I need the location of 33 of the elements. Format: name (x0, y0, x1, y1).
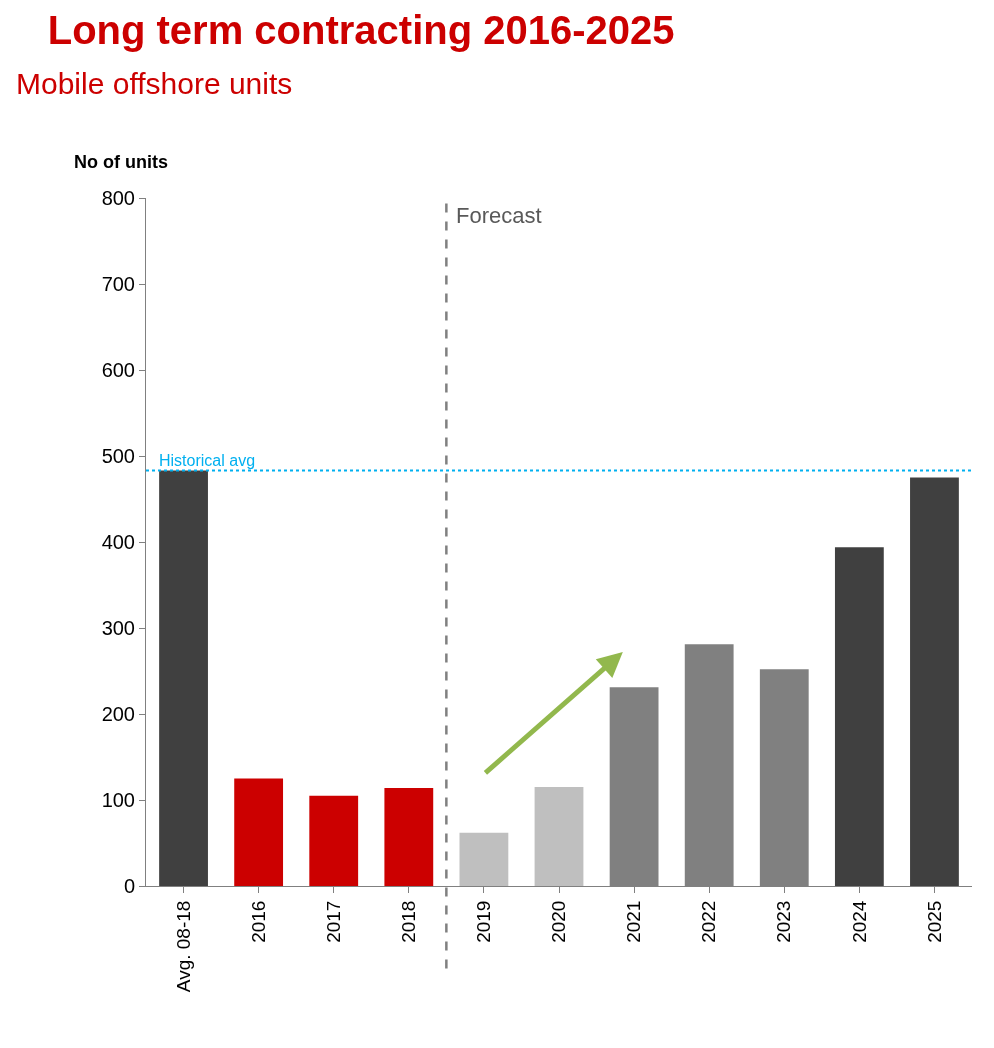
x-tick-label: 2017 (322, 900, 344, 943)
x-tick-label: 2016 (247, 900, 269, 943)
y-tick-label: 500 (101, 445, 135, 467)
chart-subtitle: Mobile offshore units (16, 67, 293, 100)
bar (309, 795, 359, 886)
y-tick-label: 100 (101, 789, 135, 811)
y-tick-label: 700 (101, 273, 135, 295)
x-tick-label: 2019 (473, 900, 495, 943)
bar (910, 477, 959, 886)
annotation: Forecast (456, 203, 542, 228)
bar (384, 787, 434, 886)
ref-line-label: Historical avg (159, 452, 256, 469)
x-tick-label: 2023 (773, 900, 795, 943)
x-tick-label: 2020 (548, 900, 570, 943)
bar (534, 787, 584, 886)
y-tick-label: 0 (123, 875, 135, 897)
y-tick-label: 800 (101, 187, 135, 209)
y-tick-label: 400 (101, 531, 135, 553)
bar (159, 470, 208, 886)
y-axis-title: No of units (74, 152, 168, 172)
x-tick-label: 2024 (848, 900, 870, 943)
chart-title: Long term contracting 2016-2025 (47, 7, 675, 52)
x-tick-label: 2018 (397, 900, 419, 943)
x-tick-label: 2022 (698, 900, 720, 943)
x-tick-label: 2025 (923, 900, 945, 943)
x-tick-label: Avg. 08-18 (172, 900, 194, 993)
y-tick-label: 600 (101, 359, 135, 381)
y-tick-label: 200 (101, 703, 135, 725)
bar (234, 778, 284, 886)
y-tick-label: 300 (101, 617, 135, 639)
bar (834, 547, 884, 886)
bar (459, 832, 509, 886)
x-tick-label: 2021 (623, 900, 645, 943)
